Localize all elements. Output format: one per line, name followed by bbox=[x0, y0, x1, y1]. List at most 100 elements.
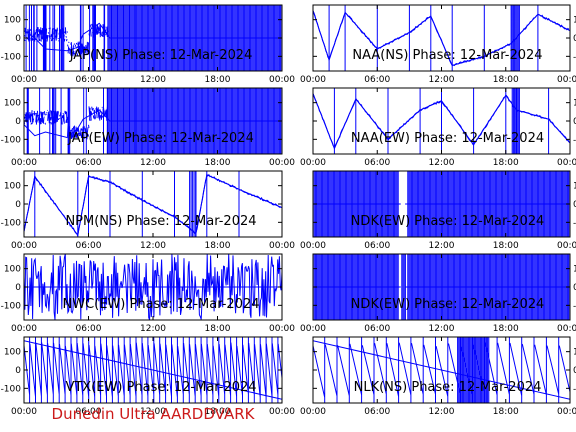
x-tick-label: 18:00 bbox=[205, 75, 231, 85]
x-tick-label: 12:00 bbox=[140, 158, 166, 168]
y-tick-label: 100 bbox=[573, 348, 576, 358]
trace-fill bbox=[313, 171, 570, 237]
x-tick-label: 00:00 bbox=[11, 241, 37, 251]
y-tick-label: 0 bbox=[573, 117, 576, 127]
x-tick-label: 06:00 bbox=[364, 158, 390, 168]
y-tick-label: -100 bbox=[573, 135, 576, 145]
y-tick-label: 0 bbox=[15, 34, 21, 44]
x-tick-label: 00:00 bbox=[557, 241, 576, 251]
panel-title: NAA(EW) Phase: 12-Mar-2024 bbox=[351, 131, 544, 146]
y-tick-label: -100 bbox=[1, 301, 22, 311]
y-tick-label: 100 bbox=[4, 99, 21, 109]
x-tick-label: 00:00 bbox=[269, 324, 295, 334]
x-tick-label: 00:00 bbox=[11, 407, 37, 417]
panels: 100 0 -100 00:00 06:00 12:00 18:00 00:00 JAP(NS)… bbox=[1, 4, 576, 417]
x-tick-label: 12:00 bbox=[429, 324, 455, 334]
panel-title: NAA(NS) Phase: 12-Mar-2024 bbox=[352, 48, 542, 63]
y-tick-label: 100 bbox=[4, 265, 21, 275]
y-tick-label: 0 bbox=[573, 366, 576, 376]
x-tick-label: 00:00 bbox=[557, 158, 576, 168]
x-tick-label: 18:00 bbox=[493, 407, 519, 417]
panel-2: 100 0 -100 00:00 06:00 12:00 18:00 00:00 NAA(NS)… bbox=[300, 4, 576, 85]
y-tick-label: 0 bbox=[573, 283, 576, 293]
y-tick-label: -100 bbox=[1, 135, 22, 145]
panel-title: NPM(NS) Phase: 12-Mar-2024 bbox=[65, 214, 256, 229]
trace-group bbox=[24, 5, 282, 71]
trace-fill bbox=[24, 5, 282, 71]
x-tick-label: 18:00 bbox=[205, 241, 231, 251]
y-tick-label: -100 bbox=[573, 384, 576, 394]
x-tick-label: 12:00 bbox=[429, 75, 455, 85]
trace-group bbox=[313, 337, 570, 403]
y-tick-label: -100 bbox=[573, 218, 576, 228]
x-tick-label: 00:00 bbox=[269, 407, 295, 417]
trace-sawtooth bbox=[24, 171, 282, 237]
x-tick-label: 06:00 bbox=[76, 241, 102, 251]
x-tick-label: 00:00 bbox=[11, 324, 37, 334]
panel-title: NDK(EW) Phase: 12-Mar-2024 bbox=[351, 214, 545, 229]
trace-sawtooth bbox=[313, 5, 570, 71]
panel-4: 100 0 -100 00:00 06:00 12:00 18:00 00:00 NAA(EW)… bbox=[300, 87, 576, 168]
y-tick-label: 100 bbox=[573, 265, 576, 275]
y-tick-label: -100 bbox=[1, 384, 22, 394]
panel-5: 100 0 -100 00:00 06:00 12:00 18:00 00:00 NPM(NS)… bbox=[1, 170, 295, 251]
x-tick-label: 06:00 bbox=[76, 75, 102, 85]
y-tick-label: -100 bbox=[1, 218, 22, 228]
trace-group bbox=[24, 254, 282, 320]
y-tick-label: 100 bbox=[573, 99, 576, 109]
y-tick-label: 0 bbox=[15, 117, 21, 127]
x-tick-label: 12:00 bbox=[429, 158, 455, 168]
x-tick-label: 18:00 bbox=[493, 75, 519, 85]
gap-region bbox=[400, 171, 406, 237]
x-tick-label: 06:00 bbox=[76, 324, 102, 334]
x-tick-label: 06:00 bbox=[76, 407, 102, 417]
panel-3: 100 0 -100 00:00 06:00 12:00 18:00 00:00 JAP(EW)… bbox=[1, 87, 295, 168]
y-tick-label: 0 bbox=[15, 200, 21, 210]
x-tick-label: 00:00 bbox=[300, 324, 326, 334]
x-tick-label: 12:00 bbox=[140, 407, 166, 417]
x-tick-label: 00:00 bbox=[269, 158, 295, 168]
x-tick-label: 00:00 bbox=[269, 75, 295, 85]
x-tick-label: 06:00 bbox=[364, 324, 390, 334]
x-tick-label: 18:00 bbox=[205, 324, 231, 334]
panel-title: JAP(NS) Phase: 12-Mar-2024 bbox=[69, 48, 253, 63]
trace-sawtooth bbox=[313, 337, 570, 403]
y-tick-label: 0 bbox=[573, 200, 576, 210]
x-tick-label: 12:00 bbox=[140, 241, 166, 251]
x-tick-label: 12:00 bbox=[429, 407, 455, 417]
trace-group bbox=[313, 5, 570, 71]
trace-group bbox=[313, 171, 570, 237]
x-tick-label: 12:00 bbox=[140, 75, 166, 85]
trace-noise bbox=[24, 254, 282, 320]
x-tick-label: 00:00 bbox=[300, 75, 326, 85]
x-tick-label: 00:00 bbox=[11, 158, 37, 168]
x-tick-label: 00:00 bbox=[557, 407, 576, 417]
x-tick-label: 00:00 bbox=[557, 75, 576, 85]
y-tick-label: 100 bbox=[4, 16, 21, 26]
x-tick-label: 12:00 bbox=[429, 241, 455, 251]
y-tick-label: -100 bbox=[573, 301, 576, 311]
panel-10: 100 0 -100 00:00 06:00 12:00 18:00 00:00 NLK(NS)… bbox=[300, 336, 576, 417]
y-tick-label: 100 bbox=[573, 182, 576, 192]
x-tick-label: 06:00 bbox=[364, 407, 390, 417]
x-tick-label: 18:00 bbox=[205, 158, 231, 168]
y-tick-label: 0 bbox=[15, 283, 21, 293]
x-tick-label: 18:00 bbox=[493, 324, 519, 334]
panel-8: 100 0 -100 00:00 06:00 12:00 18:00 00:00 NDK(EW)… bbox=[300, 253, 576, 334]
y-tick-label: 0 bbox=[15, 366, 21, 376]
x-tick-label: 18:00 bbox=[493, 158, 519, 168]
x-tick-label: 06:00 bbox=[364, 75, 390, 85]
panel-7: 100 0 -100 00:00 06:00 12:00 18:00 00:00 NWC(EW)… bbox=[1, 253, 295, 334]
x-tick-label: 00:00 bbox=[300, 407, 326, 417]
trace-group bbox=[24, 171, 282, 237]
panel-6: 100 0 -100 00:00 06:00 12:00 18:00 00:00 NDK(EW)… bbox=[300, 170, 576, 251]
trace-sawtooth bbox=[313, 88, 570, 154]
x-tick-label: 12:00 bbox=[140, 324, 166, 334]
y-tick-label: -100 bbox=[573, 52, 576, 62]
series-line bbox=[24, 340, 282, 400]
x-tick-label: 00:00 bbox=[269, 241, 295, 251]
x-tick-label: 00:00 bbox=[11, 75, 37, 85]
trace-fill bbox=[313, 254, 570, 320]
panel-title: NWC(EW) Phase: 12-Mar-2024 bbox=[62, 297, 259, 312]
